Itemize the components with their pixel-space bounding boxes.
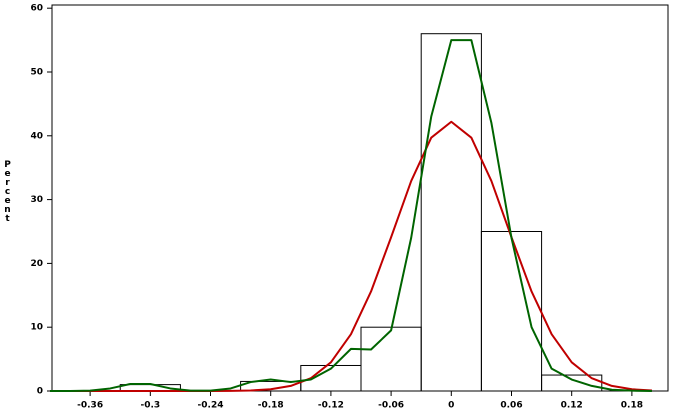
x-tick-label: 0.12	[561, 401, 583, 411]
density-curve	[49, 39, 652, 392]
x-tick-label: -0.18	[258, 401, 284, 411]
y-tick-label: 40	[30, 131, 43, 141]
y-tick-label: 60	[30, 4, 43, 14]
x-tick-label: -0.12	[318, 401, 344, 411]
y-tick-label: 20	[30, 259, 43, 269]
histogram-bar	[420, 33, 482, 392]
histogram-bar	[360, 326, 422, 392]
x-tick-label: 0	[448, 401, 454, 411]
y-tick-label: 10	[30, 323, 43, 333]
x-tick-label: -0.36	[77, 401, 103, 411]
histogram-bar	[541, 374, 603, 392]
plot-frame	[51, 4, 669, 392]
x-tick-label: 0.06	[500, 401, 522, 411]
x-tick-label: -0.24	[198, 401, 224, 411]
density-curve	[49, 120, 653, 392]
x-tick-label: -0.3	[140, 401, 160, 411]
y-tick-label: 0	[37, 387, 43, 397]
x-tick-label: -0.06	[378, 401, 404, 411]
histogram-bar	[480, 230, 543, 392]
y-tick-label: 50	[30, 67, 43, 77]
y-axis-label: Percent	[3, 160, 13, 223]
x-tick-label: 0.18	[621, 401, 643, 411]
y-tick-label: 30	[30, 195, 43, 205]
